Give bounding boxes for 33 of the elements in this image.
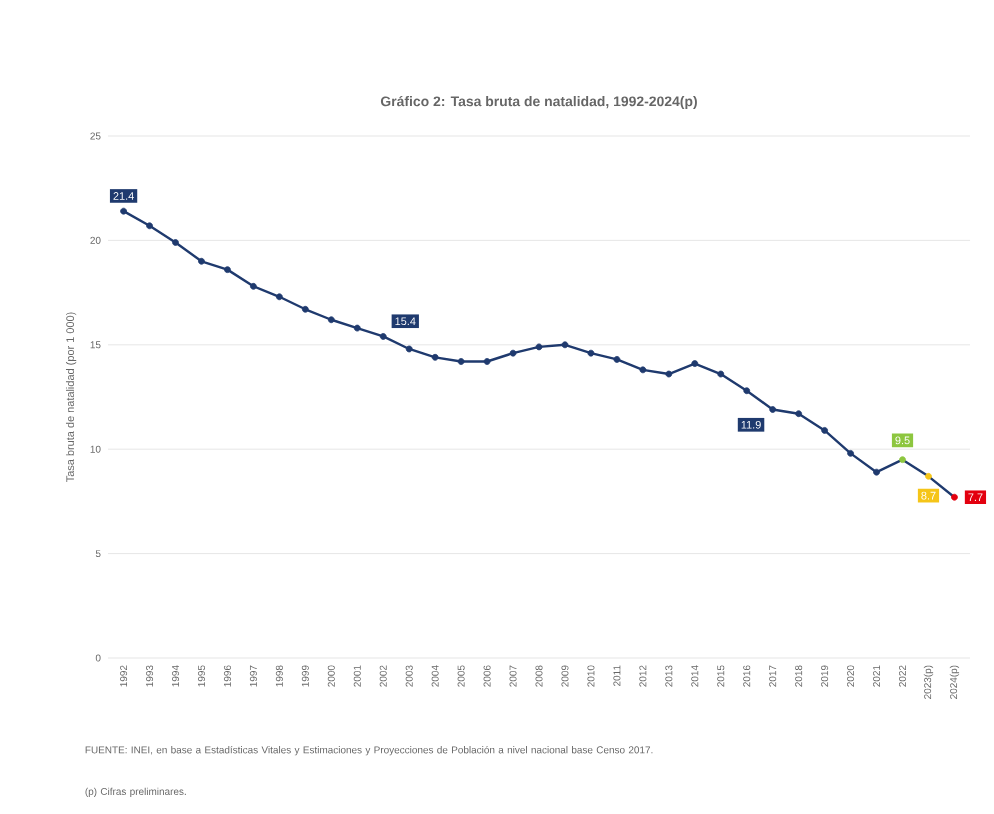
point [717,370,725,378]
point [250,282,257,290]
point [301,305,309,313]
point [873,468,880,476]
point [587,349,595,357]
point [535,343,543,351]
point [120,207,127,215]
point [224,266,231,274]
point [327,316,335,324]
point [665,370,673,378]
point [483,358,491,365]
point [405,345,413,353]
point [951,493,958,501]
point [275,293,283,301]
point [457,358,465,365]
point [146,222,153,230]
point [847,449,854,457]
point [561,341,569,349]
point [639,366,647,374]
point [795,410,803,418]
point [198,257,205,265]
point [379,333,387,340]
point [431,353,439,361]
point [925,472,932,480]
point [691,360,699,367]
point [899,456,906,464]
point [743,387,751,395]
point [509,349,517,357]
point [769,406,777,413]
point [172,239,179,246]
point [613,356,621,363]
point [353,324,361,332]
point [821,427,829,434]
